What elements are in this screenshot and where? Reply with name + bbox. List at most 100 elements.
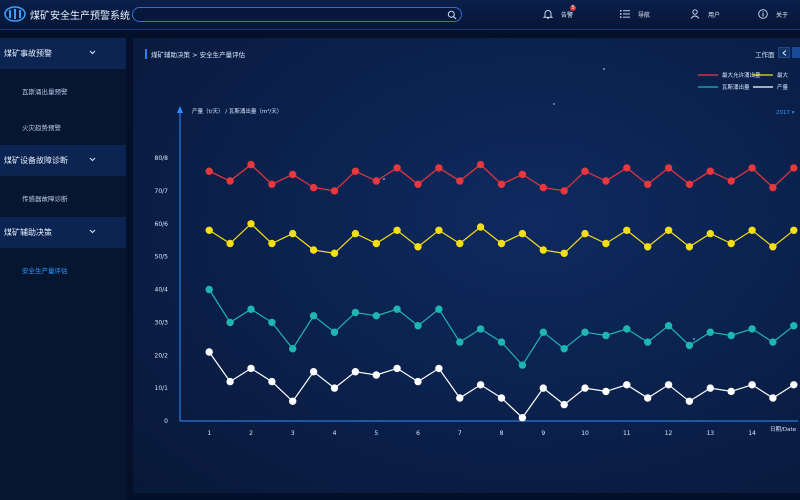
data-point-red xyxy=(435,164,443,172)
data-point-yellow xyxy=(289,229,297,238)
sidebar-item-sensor-diagnosis[interactable]: 传感器故障诊断 xyxy=(22,194,68,203)
data-point-yellow xyxy=(226,239,234,248)
alarm-label: 告警 xyxy=(561,11,574,19)
bell-icon xyxy=(543,10,553,19)
data-point-teal xyxy=(205,285,213,294)
data-point-teal xyxy=(706,328,714,336)
data-point-red xyxy=(748,164,756,172)
data-point-yellow xyxy=(497,239,506,248)
sidebar-group-label: 煤矿设备故障诊断 xyxy=(4,156,68,165)
data-point-teal xyxy=(456,338,464,346)
data-point-teal xyxy=(309,312,318,320)
data-point-red xyxy=(685,180,694,189)
data-point-white xyxy=(205,348,213,356)
data-point-white xyxy=(435,364,443,373)
search-input[interactable] xyxy=(139,9,439,20)
data-point-teal xyxy=(393,305,401,313)
alarm-button[interactable]: 告警 xyxy=(543,6,573,22)
data-point-teal xyxy=(289,345,297,353)
data-point-white xyxy=(351,368,360,376)
sidebar-group-label: 煤矿事故预警 xyxy=(4,49,52,58)
y-tick-label: 20/2 xyxy=(155,352,169,359)
next-button[interactable] xyxy=(792,47,800,58)
y-axis-label: 产量（t/天） / 瓦斯涌出量（m³/天） xyxy=(192,107,282,115)
data-point-yellow xyxy=(706,229,714,238)
series-line-teal xyxy=(208,289,795,367)
data-point-teal xyxy=(476,325,485,333)
data-point-white xyxy=(393,364,401,373)
sidebar-group-decision-support[interactable]: 煤矿辅助决策 xyxy=(0,217,126,248)
chevron-down-icon xyxy=(89,229,96,234)
data-point-teal xyxy=(727,331,735,340)
prev-button[interactable] xyxy=(778,47,790,58)
data-point-red xyxy=(309,183,318,192)
toolbar-label: 工作面 xyxy=(755,51,775,59)
data-point-red xyxy=(560,187,568,195)
about-button[interactable]: 关于 xyxy=(758,6,788,22)
data-point-teal xyxy=(414,322,422,330)
x-tick-label: 4 xyxy=(333,430,337,437)
data-point-red xyxy=(727,177,735,185)
data-point-yellow xyxy=(268,239,276,248)
data-point-red xyxy=(205,167,213,175)
data-point-yellow xyxy=(309,246,318,254)
data-point-teal xyxy=(685,341,694,350)
y-tick-label: 60/6 xyxy=(155,221,169,228)
data-point-white xyxy=(581,384,589,392)
background-star xyxy=(383,178,385,180)
legend-label: 产量 xyxy=(777,83,789,91)
data-point-teal xyxy=(623,325,631,333)
legend-label: 瓦斯涌出量 xyxy=(722,83,750,91)
nav-button[interactable]: 导航 xyxy=(620,6,650,22)
chevron-down-icon xyxy=(89,50,96,55)
sidebar-item-production-assessment[interactable]: 安全生产量评估 xyxy=(22,266,68,275)
data-point-teal xyxy=(581,328,589,336)
data-point-white xyxy=(685,397,694,405)
alarm-badge: 5 xyxy=(570,5,576,11)
data-point-yellow xyxy=(518,229,527,238)
year-selector[interactable]: 2017 ▾ xyxy=(776,110,795,116)
data-point-red xyxy=(644,180,652,189)
x-tick-label: 12 xyxy=(665,430,673,437)
data-point-white xyxy=(769,394,777,402)
y-tick-label: 80/8 xyxy=(155,155,169,162)
sidebar-group-equipment-diagnosis[interactable]: 煤矿设备故障诊断 xyxy=(0,145,126,176)
data-point-white xyxy=(330,384,339,392)
sidebar-group-accident-warning[interactable]: 煤矿事故预警 xyxy=(0,38,126,69)
sidebar-item-fire-trend-warning[interactable]: 火灾趋势预警 xyxy=(22,123,61,132)
data-point-white xyxy=(518,414,527,422)
sidebar-item-gas-emission-warning[interactable]: 瓦斯涌出量预警 xyxy=(22,87,68,96)
data-point-white xyxy=(414,377,422,386)
data-point-yellow xyxy=(414,243,422,251)
data-point-yellow xyxy=(644,243,652,251)
x-axis-label: 日期/Date xyxy=(770,426,797,433)
search-box[interactable] xyxy=(132,7,462,22)
sidebar-group-label: 煤矿辅助决策 xyxy=(4,228,52,237)
y-tick-label: 70/7 xyxy=(155,188,169,195)
user-button[interactable]: 用户 xyxy=(690,6,720,22)
user-label: 用户 xyxy=(708,11,721,19)
info-icon xyxy=(758,9,768,19)
data-point-red xyxy=(497,180,506,189)
data-point-red xyxy=(351,167,360,175)
data-point-teal xyxy=(644,338,652,346)
data-point-teal xyxy=(790,322,798,330)
data-point-teal xyxy=(497,338,506,346)
data-point-white xyxy=(476,381,485,389)
data-point-yellow xyxy=(623,226,631,235)
data-point-red xyxy=(790,164,798,172)
data-point-teal xyxy=(769,338,777,346)
series-line-white xyxy=(208,351,795,419)
data-point-yellow xyxy=(456,239,464,248)
background-star xyxy=(553,103,555,105)
search-icon[interactable] xyxy=(447,10,457,20)
y-tick-label: 30/3 xyxy=(155,319,169,326)
data-point-yellow xyxy=(435,226,443,235)
data-point-teal xyxy=(351,308,360,317)
data-point-yellow xyxy=(372,239,381,248)
data-point-yellow xyxy=(748,226,756,235)
data-point-teal xyxy=(435,305,443,313)
data-point-red xyxy=(330,187,339,195)
data-point-yellow xyxy=(476,223,485,231)
data-point-yellow xyxy=(560,249,568,258)
